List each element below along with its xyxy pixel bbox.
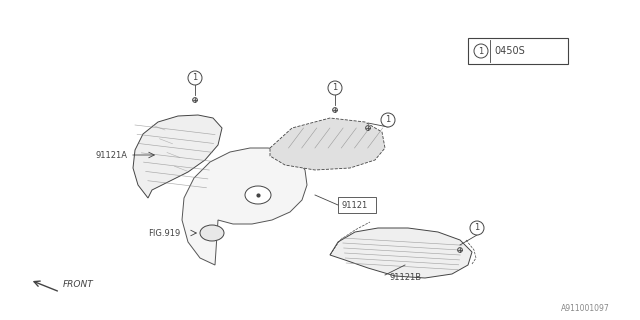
- Ellipse shape: [245, 186, 271, 204]
- Bar: [338, 197, 376, 213]
- Polygon shape: [133, 115, 222, 198]
- Ellipse shape: [200, 225, 224, 241]
- Polygon shape: [182, 148, 307, 265]
- Text: 1: 1: [193, 74, 198, 83]
- Circle shape: [328, 81, 342, 95]
- Circle shape: [188, 71, 202, 85]
- Circle shape: [193, 98, 197, 102]
- Circle shape: [458, 248, 462, 252]
- Circle shape: [474, 44, 488, 58]
- Text: 1: 1: [332, 84, 338, 92]
- Polygon shape: [330, 228, 472, 278]
- Circle shape: [381, 113, 395, 127]
- Text: 1: 1: [474, 223, 479, 233]
- Circle shape: [365, 125, 371, 131]
- Text: A911001097: A911001097: [561, 304, 610, 313]
- Text: FIG.919: FIG.919: [148, 228, 180, 237]
- Text: 0450S: 0450S: [494, 46, 525, 56]
- Text: 1: 1: [385, 116, 390, 124]
- Polygon shape: [270, 118, 385, 170]
- Text: 91121B: 91121B: [390, 274, 422, 283]
- Text: 91121: 91121: [341, 201, 367, 210]
- Text: FRONT: FRONT: [63, 280, 93, 289]
- Circle shape: [333, 108, 337, 112]
- Text: 91121A: 91121A: [95, 150, 127, 159]
- Bar: [468, 38, 568, 64]
- Text: 1: 1: [478, 46, 484, 55]
- Circle shape: [470, 221, 484, 235]
